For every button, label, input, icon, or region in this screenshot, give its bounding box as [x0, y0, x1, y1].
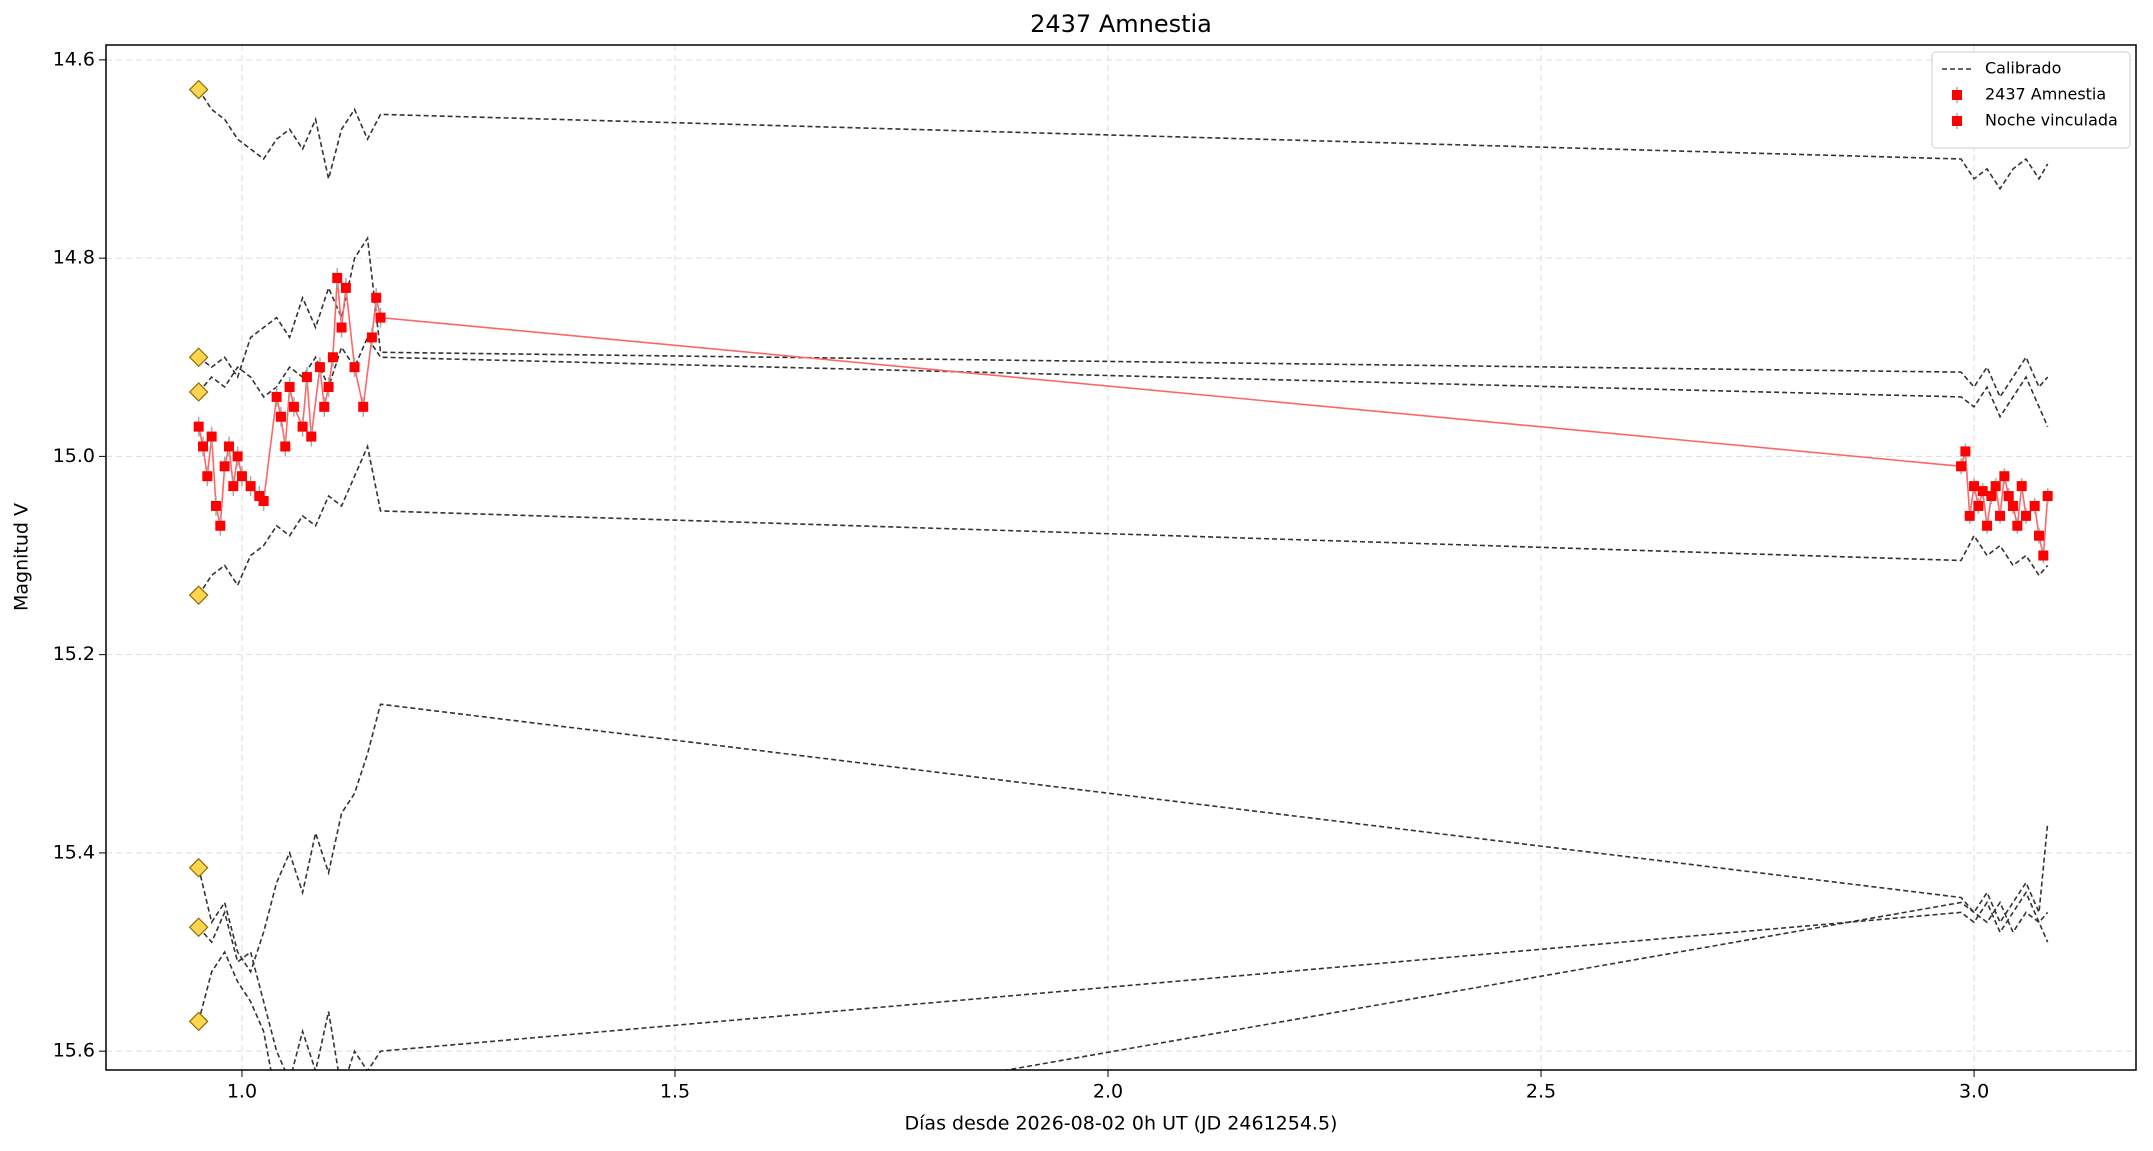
comparison-line [198, 236, 2049, 399]
legend-label: Noche vinculada [1985, 111, 2118, 130]
comparison-line [197, 89, 2049, 191]
data-point [1964, 510, 1975, 521]
data-point [2008, 500, 2019, 511]
x-tick-label: 2.0 [1093, 1081, 1123, 1103]
data-point [275, 411, 286, 422]
data-point [297, 421, 308, 432]
data-point [366, 332, 377, 343]
data-point [197, 441, 208, 452]
data-point [2012, 520, 2023, 531]
data-point [1982, 520, 1993, 531]
data-point [206, 431, 217, 442]
comparison-line [197, 900, 2049, 1070]
data-point [2016, 481, 2027, 492]
chart-title: 2437 Amnestia [1030, 10, 1212, 38]
y-tick-label: 14.6 [53, 48, 95, 70]
plot-area [188, 79, 2053, 1070]
data-point [1986, 491, 1997, 502]
data-point [1995, 510, 2006, 521]
data-point [210, 500, 221, 511]
data-point [375, 312, 386, 323]
reference-marker [188, 382, 209, 402]
data-point [1969, 481, 1980, 492]
data-point [284, 381, 295, 392]
legend-marker [1952, 116, 1962, 126]
x-tick-label: 3.0 [1959, 1081, 1989, 1103]
data-point [236, 471, 247, 482]
comparison-line [197, 443, 2049, 596]
data-point [245, 481, 256, 492]
data-point [2042, 491, 2053, 502]
data-point [327, 352, 338, 363]
data-point [288, 401, 299, 412]
y-tick-label: 15.2 [53, 643, 95, 665]
comparison-line [197, 703, 2049, 974]
data-point [319, 401, 330, 412]
y-tick-label: 15.6 [53, 1040, 95, 1062]
reference-marker [188, 347, 209, 368]
data-point [2038, 550, 2049, 561]
data-point [336, 322, 347, 333]
y-axis-label: Magnitud V [11, 503, 33, 611]
data-point [1999, 471, 2010, 482]
data-point [2021, 510, 2032, 521]
y-tick-label: 14.8 [53, 247, 95, 269]
y-tick-label: 15.4 [53, 841, 95, 863]
data-point [228, 481, 239, 492]
x-tick-label: 1.5 [660, 1081, 690, 1103]
comparison-line [198, 335, 2049, 427]
y-tick-label: 15.0 [53, 445, 95, 467]
data-point [202, 471, 213, 482]
data-point [1977, 486, 1988, 497]
data-point [219, 461, 230, 472]
reference-marker [188, 917, 209, 938]
data-point [306, 431, 317, 442]
data-point [323, 381, 334, 392]
data-point [332, 272, 343, 283]
data-point [193, 421, 204, 432]
data-point [301, 372, 312, 383]
data-point [1990, 481, 2001, 492]
x-axis-label: Días desde 2026-08-02 0h UT (JD 2461254.… [905, 1113, 1338, 1135]
data-point [340, 282, 351, 293]
data-point [371, 292, 382, 303]
data-point [280, 441, 291, 452]
data-point [1956, 461, 1967, 472]
comparison-line [198, 890, 2049, 1070]
data-point [1960, 446, 1971, 457]
reference-marker [188, 585, 209, 606]
data-point [232, 451, 243, 462]
x-tick-label: 2.5 [1526, 1081, 1556, 1103]
reference-marker [188, 857, 209, 878]
target-line [197, 277, 382, 526]
data-point [2029, 500, 2040, 511]
data-point [358, 401, 369, 412]
legend-label: Calibrado [1985, 59, 2061, 78]
legend-box [1931, 51, 2131, 149]
plot-frame [105, 44, 2137, 1071]
data-point [2034, 530, 2045, 541]
legend-marker [1952, 90, 1962, 100]
data-point [314, 362, 325, 373]
reference-marker [188, 1011, 209, 1032]
data-point [223, 441, 234, 452]
data-point [215, 520, 226, 531]
reference-marker [188, 79, 209, 100]
x-tick-label: 1.0 [227, 1081, 257, 1103]
legend-label: 2437 Amnestia [1985, 85, 2106, 104]
data-point [271, 391, 282, 402]
data-point [2003, 491, 2014, 502]
data-point [349, 362, 360, 373]
data-point [1973, 500, 1984, 511]
link-line [380, 316, 1962, 468]
data-point [258, 495, 269, 506]
